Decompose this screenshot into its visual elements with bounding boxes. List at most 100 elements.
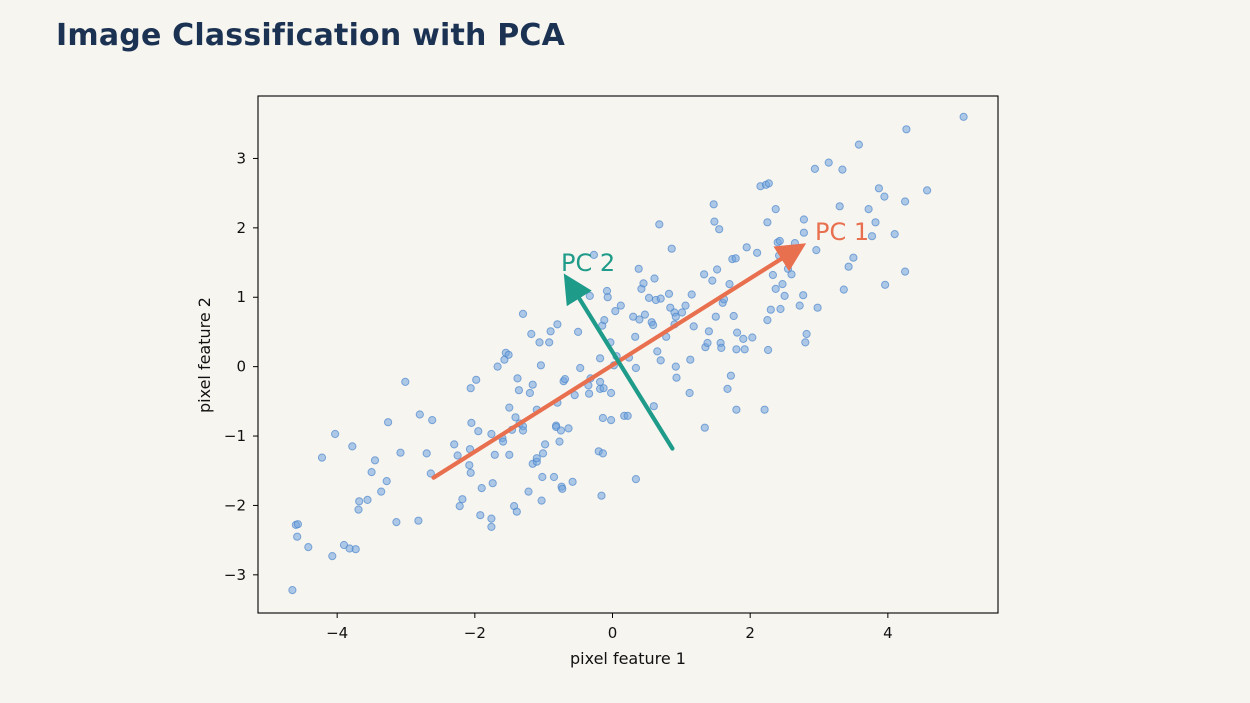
data-point [607, 416, 616, 425]
x-tick-label: −4 [326, 624, 348, 642]
data-point [488, 479, 497, 488]
data-point [810, 164, 820, 173]
data-point [603, 293, 612, 302]
data-point [923, 186, 932, 195]
data-point [864, 205, 873, 214]
data-point [839, 285, 848, 294]
data-point [649, 320, 658, 330]
x-tick-label: 4 [883, 624, 893, 642]
data-point [725, 280, 734, 289]
data-point [428, 416, 437, 425]
data-point [589, 250, 599, 259]
y-tick-label: 1 [236, 288, 246, 306]
data-point [505, 403, 514, 412]
data-point [717, 343, 726, 352]
data-point [558, 484, 567, 493]
data-point [802, 329, 811, 339]
x-tick-label: −2 [464, 624, 486, 642]
data-point [854, 140, 864, 149]
x-tick-label: 0 [608, 624, 618, 642]
data-point [382, 477, 391, 486]
data-point [377, 487, 386, 496]
data-point [634, 264, 643, 273]
data-point [901, 267, 910, 276]
data-point [760, 405, 769, 414]
data-point [363, 495, 372, 504]
data-point [709, 200, 718, 209]
data-point [902, 125, 911, 134]
data-point [466, 384, 475, 393]
data-point [687, 290, 696, 299]
data-point [871, 218, 880, 227]
vectors-layer: PC 1 PC 2 [431, 218, 869, 480]
data-point [671, 312, 680, 321]
data-point [881, 280, 890, 289]
data-point [541, 440, 550, 449]
data-point [812, 246, 821, 255]
data-point [644, 293, 654, 302]
data-point [598, 413, 608, 423]
y-ticks: −3 −2 −1 0 1 2 3 [224, 149, 258, 584]
data-point [499, 437, 508, 446]
data-point [640, 310, 650, 319]
data-point [384, 418, 393, 427]
data-point [528, 380, 537, 389]
data-point [455, 502, 464, 511]
data-point [514, 386, 524, 395]
data-point [890, 230, 899, 239]
data-point [535, 338, 544, 347]
data-point [766, 305, 775, 314]
data-point [599, 384, 608, 393]
data-point [607, 388, 616, 398]
plot-frame [257, 95, 999, 614]
data-point [467, 418, 476, 427]
data-point [639, 279, 648, 288]
data-point [677, 308, 687, 317]
data-point [597, 491, 606, 500]
data-point [653, 347, 662, 356]
data-point [672, 373, 681, 382]
data-point [849, 253, 858, 262]
data-point [401, 377, 410, 386]
data-point [570, 391, 579, 400]
data-point [731, 254, 740, 263]
data-point [732, 345, 741, 354]
data-point [775, 236, 784, 246]
data-point [568, 477, 577, 486]
data-point [729, 311, 738, 321]
data-point [763, 316, 772, 325]
data-point [466, 468, 475, 477]
data-point [549, 472, 559, 482]
data-point [753, 248, 762, 257]
data-point [671, 362, 680, 371]
data-point [564, 424, 573, 433]
data-point [487, 429, 496, 439]
y-tick-label: 0 [236, 358, 246, 376]
y-tick-label: −1 [224, 427, 246, 445]
data-point [304, 543, 313, 552]
data-point [901, 197, 910, 206]
data-point [524, 487, 533, 496]
data-point [493, 362, 502, 371]
data-point [354, 505, 363, 514]
data-point [370, 456, 380, 465]
data-point [396, 448, 405, 457]
data-point [596, 354, 605, 363]
data-point [771, 205, 780, 214]
x-axis-label: pixel feature 1 [570, 649, 686, 668]
data-point [700, 270, 709, 279]
data-point [776, 304, 785, 314]
data-point [681, 301, 690, 310]
data-point [778, 280, 787, 289]
data-point [631, 332, 640, 341]
data-point [686, 355, 695, 364]
data-point [545, 338, 554, 347]
data-point [656, 356, 665, 365]
data-point [685, 388, 694, 398]
data-point [505, 450, 514, 459]
data-point [703, 338, 712, 348]
data-point [844, 262, 853, 271]
data-point [748, 333, 757, 342]
data-point [538, 472, 547, 482]
data-point [689, 322, 698, 331]
